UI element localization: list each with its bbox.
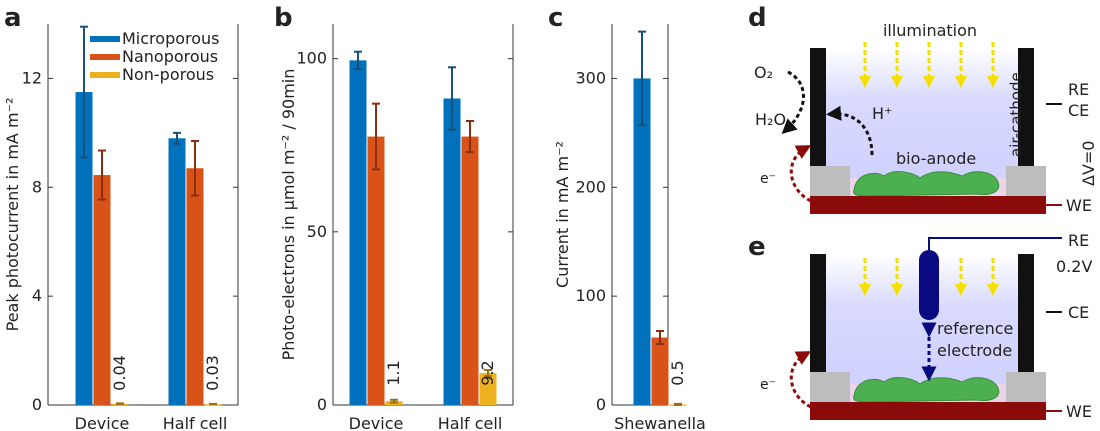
legend-entry: Non-porous [122,65,214,84]
re-label-d: RE [1068,80,1089,99]
bar [367,136,385,405]
y-tick-label: 4 [32,286,42,305]
bar [168,138,186,406]
panel-label-c: c [548,3,563,33]
bar [75,92,93,406]
data-label: 1.1 [384,360,403,385]
bar [479,373,497,405]
right-spacer-e [1006,372,1046,402]
ce-label-d: CE [1068,101,1089,120]
left-spacer-d [810,166,850,196]
panel-label-d: d [748,3,767,33]
reference-label: reference [937,319,1013,338]
x-tick-label: Shewanella [614,414,706,431]
left-wall-d [810,48,826,166]
panel-label-b: b [274,3,293,33]
illumination-arrows-d [859,42,999,88]
y-tick-label: 100 [296,49,327,68]
electron-arrow-d [789,145,825,207]
electron-label-d: e⁻ [760,171,776,187]
legend-entry: Microporous [122,29,220,48]
x-tick-label: Device [349,414,404,431]
y-tick-label: 8 [32,177,42,196]
data-label: 9.2 [478,360,497,385]
right-wall-e [1018,254,1034,372]
bar [186,168,204,405]
re-label-e: RE [1068,231,1089,250]
o2-label: O₂ [754,63,773,82]
electron-label-e: e⁻ [760,377,776,393]
panel-label-a: a [4,3,22,33]
voltage-label: 0.2V [1056,257,1092,276]
panel-d-diagram: d illumination O₂ H₂O H⁺ air-cathode bio… [748,3,1098,215]
data-label: 0.04 [110,355,129,391]
x-tick-label: Half cell [438,414,503,431]
y-axis-label: Photo-electrons in µmol m⁻² / 90min [279,69,298,361]
panel-c-chart: c 0 100 200 300 Current in mA m⁻² 0.5 Shewanell… [548,3,706,431]
data-label: 0.03 [203,355,222,391]
x-tick-label: Device [75,414,130,431]
o2-reduction-arrow [781,70,805,135]
illumination-label: illumination [883,21,977,40]
working-electrode-d [810,196,1046,214]
bar [93,175,111,405]
working-electrode-e [810,402,1046,420]
air-cathode-label: air-cathode [1007,72,1025,157]
delta-v-label: ΔV=0 [1079,141,1098,186]
bio-anode-label: bio-anode [896,149,976,168]
legend-entry: Nanoporous [122,47,218,66]
y-tick-label: 12 [22,68,42,87]
proton-arrow [826,105,874,156]
biofilm-d [853,171,1000,197]
panel-e-diagram: e reference electrode RE 0.2V CE e⁻ WE [748,231,1092,421]
ce-label-e: CE [1068,303,1089,322]
y-tick-label: 0 [317,395,327,414]
illumination-arrows-e [859,258,999,296]
bar [443,98,461,405]
data-label: 0.5 [668,360,687,385]
right-spacer-d [1006,166,1046,196]
left-spacer-e [810,372,850,402]
bar [349,60,367,405]
h2o-label: H₂O [755,110,786,129]
panel-label-e: e [748,232,766,262]
bar [633,78,651,405]
electrode-label: electrode [937,341,1012,360]
y-axis-label: Current in mA m⁻² [553,141,572,288]
left-wall-e [810,254,826,372]
y-tick-label: 100 [575,286,606,305]
electron-arrow-e [789,351,825,413]
bar [651,337,669,405]
reference-electrode-probe [919,250,939,320]
y-tick-label: 0 [32,395,42,414]
hplus-label: H⁺ [872,104,892,123]
x-tick-label: Half cell [163,414,228,431]
y-tick-label: 200 [575,177,606,196]
we-label-e: WE [1066,402,1092,421]
bar [461,136,479,405]
biofilm-e [853,377,1000,403]
y-tick-label: 50 [307,222,327,241]
air-cathode-wall-d [1018,48,1034,166]
we-label-d: WE [1066,196,1092,215]
y-tick-label: 0 [596,395,606,414]
y-tick-label: 300 [575,68,606,87]
y-axis-label: Peak photocurrent in mA m⁻² [3,98,22,332]
